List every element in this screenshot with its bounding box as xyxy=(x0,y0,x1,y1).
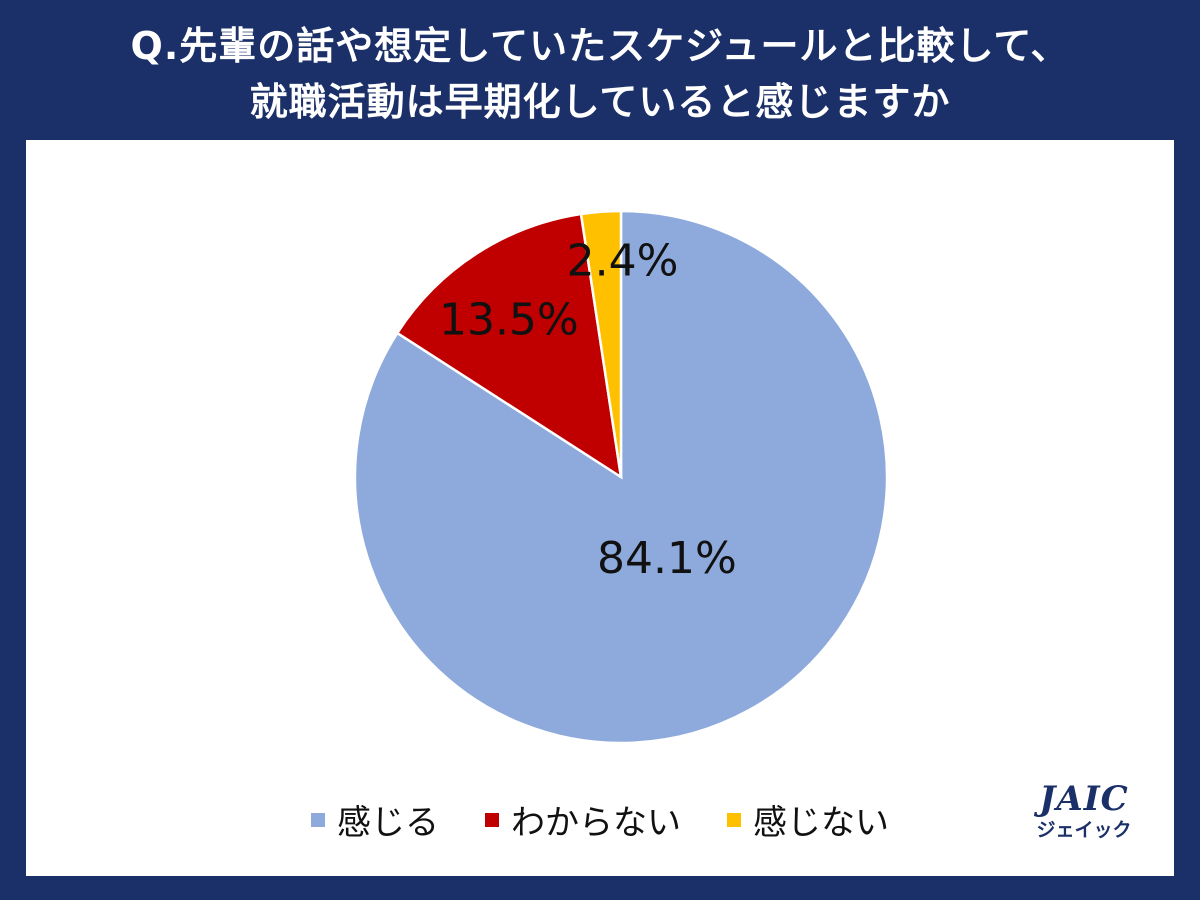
logo-sub-text: ジェイック xyxy=(1036,819,1132,841)
legend-item-3: 感じない xyxy=(727,795,889,844)
legend-swatch-3 xyxy=(727,812,741,827)
jaic-logo: JAIC ジェイック xyxy=(1024,780,1144,842)
pie-slices xyxy=(353,209,889,745)
chart-panel: 84.1% 13.5% 2.4% 感じる わからない 感じない JAIC ジェイック xyxy=(26,140,1174,876)
chart-title-line2: 就職活動は早期化していると感じますか xyxy=(249,80,951,124)
legend-item-1: 感じる xyxy=(311,795,439,844)
chart-title-line1: Q.先輩の話や想定していたスケジュールと比較して、 xyxy=(130,24,1070,68)
legend-item-2: わからない xyxy=(485,795,681,844)
legend-label-1: 感じる xyxy=(337,803,439,843)
pie-data-label-1: 84.1% xyxy=(597,533,737,584)
pie-data-labels: 84.1% 13.5% 2.4% xyxy=(439,235,737,584)
pie-slice-3 xyxy=(579,209,623,478)
pie-slice-2 xyxy=(395,212,623,480)
legend-label-2: わからない xyxy=(511,803,681,843)
chart-title: Q.先輩の話や想定していたスケジュールと比較して、 就職活動は早期化していると感… xyxy=(0,18,1200,130)
legend-label-3: 感じない xyxy=(753,803,889,843)
legend-swatch-2 xyxy=(485,812,499,827)
chart-legend: 感じる わからない 感じない xyxy=(26,795,1174,844)
logo-main-text: JAIC xyxy=(1039,779,1129,819)
pie-data-label-2: 13.5% xyxy=(439,294,579,345)
pie-chart: 84.1% 13.5% 2.4% xyxy=(353,209,889,745)
pie-data-label-3: 2.4% xyxy=(567,235,679,286)
legend-swatch-1 xyxy=(311,812,325,827)
